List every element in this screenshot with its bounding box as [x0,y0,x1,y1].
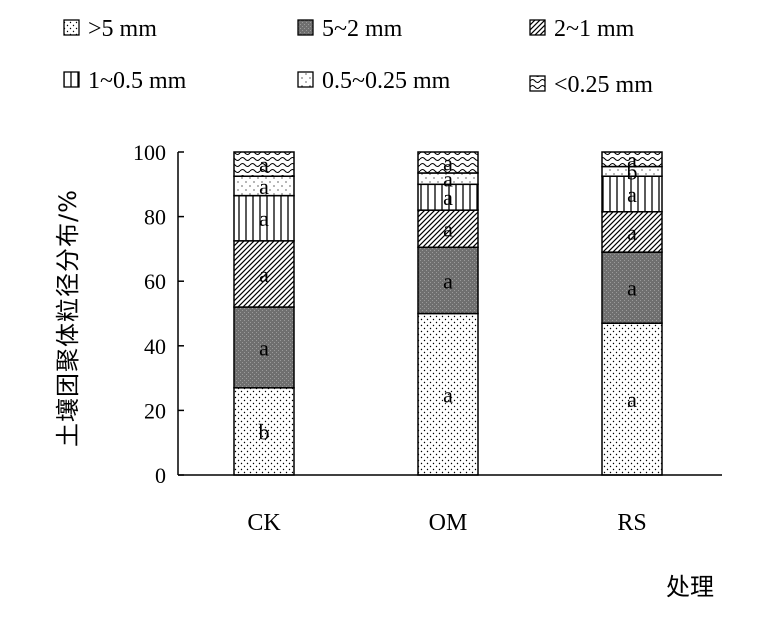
x-tick-label: CK [247,510,281,536]
x-tick-label: OM [429,510,468,536]
significance-label: a [627,276,637,301]
bar-segment [233,387,295,476]
significance-label: a [443,382,453,407]
y-tick-label: 0 [155,463,166,488]
significance-label: b [259,419,270,444]
bar-segment [601,322,663,476]
significance-label: a [259,206,269,231]
legend: >5 mm 5~2 mm 2~1 mm 1~0.5 mm 0.5~0.25 mm <0.2… [63,16,653,98]
bar-segment [233,194,295,242]
y-axis-label: 土壤团聚体粒径分布/% [54,189,82,447]
significance-label: a [443,268,453,293]
bar-segment [601,151,663,168]
legend-item: 0.5~0.25 mm [297,68,451,94]
bar-segment [417,183,479,211]
y-tick-label: 40 [144,334,166,359]
significance-label: a [443,167,453,192]
y-tick-label: 20 [144,398,166,423]
legend-item: 2~1 mm [529,16,635,42]
legend-swatch [529,75,546,92]
bar-segment [601,251,663,324]
significance-label: a [259,152,269,177]
legend-swatch [529,19,546,36]
bar-segment [233,306,295,389]
legend-item: <0.25 mm [529,72,653,98]
legend-swatch [63,71,80,88]
y-tick-label: 80 [144,205,166,230]
legend-item: 1~0.5 mm [63,68,187,94]
significance-label: a [259,335,269,360]
x-tick-label: RS [617,510,646,536]
significance-label: a [443,150,453,175]
legend-item: 5~2 mm [297,16,403,42]
x-axis-ticks: CK OM RS [247,510,646,536]
x-axis-label: 处理 [666,573,714,601]
significance-label: a [627,220,637,245]
significance-label: b [627,159,638,184]
legend-label: 0.5~0.25 mm [322,68,451,94]
legend-swatch [297,19,314,36]
significance-label: a [627,387,637,412]
bar-segment [417,209,479,249]
bar-segment [417,151,479,174]
legend-label: <0.25 mm [554,72,653,98]
legend-item: >5 mm [63,16,157,42]
significance-label: a [259,262,269,287]
y-tick-label: 100 [133,140,166,165]
y-axis-ticks: 0 20 40 60 80 100 [133,140,184,488]
legend-swatch [63,19,80,36]
bar-segment [601,211,663,253]
significance-label: a [443,185,453,210]
bar-segment [233,151,295,177]
significance-label: a [627,147,637,172]
legend-label: 1~0.5 mm [88,68,187,94]
significance-label: a [443,217,453,242]
bar-segment [417,246,479,315]
legend-label: 2~1 mm [554,16,635,42]
significance-label: a [627,182,637,207]
y-tick-label: 60 [144,269,166,294]
significance-label: a [259,174,269,199]
legend-label: >5 mm [88,16,157,42]
legend-swatch [297,71,314,88]
legend-label: 5~2 mm [322,16,403,42]
